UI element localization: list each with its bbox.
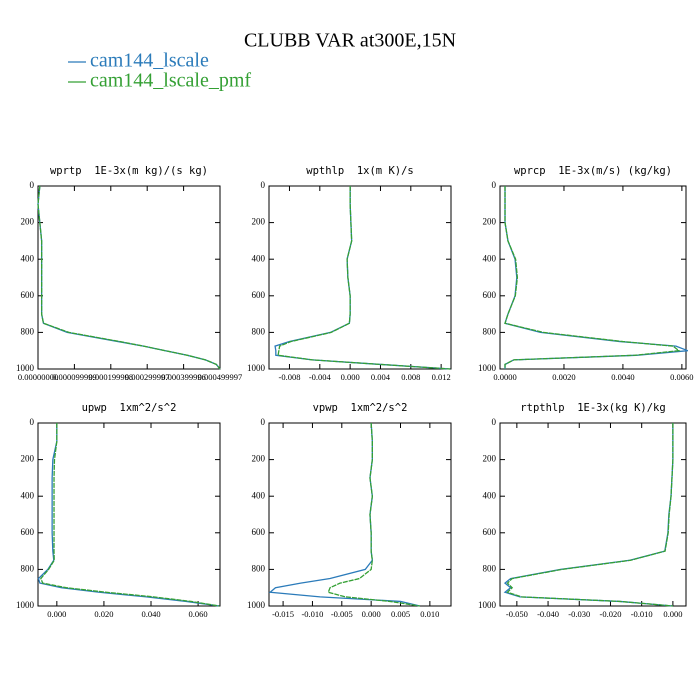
x-tick-label: 0.000299997 <box>125 372 170 382</box>
plot-frame <box>268 422 452 607</box>
chart-title: CLUBB VAR at300E,15N <box>244 30 456 52</box>
y-tick-label: 400 <box>252 253 266 263</box>
x-tick-label: 0.060 <box>189 609 208 619</box>
panel-title: wprcp 1E-3x(m/s) (kg/kg) <box>514 165 672 177</box>
y-tick-label: 400 <box>483 253 497 263</box>
y-tick-label: 800 <box>252 563 266 573</box>
x-tick-label: 0.000399996 <box>161 372 206 382</box>
plot-frame <box>499 422 687 607</box>
series-line <box>277 186 451 370</box>
y-tick-label: 1000 <box>247 363 266 373</box>
x-tick-label: -0.010 <box>301 609 323 619</box>
x-tick-label: 0.000499997 <box>198 372 243 382</box>
panel-title: upwp 1xm^2/s^2 <box>82 402 177 414</box>
x-tick-label: -0.010 <box>631 609 653 619</box>
x-tick-label: 0.000199998 <box>88 372 133 382</box>
y-tick-label: 1000 <box>16 363 35 373</box>
series-line <box>504 186 681 369</box>
x-tick-label: 0.00000000 <box>18 372 58 382</box>
series-line <box>37 423 220 607</box>
y-tick-label: 400 <box>21 490 35 500</box>
y-tick-label: 400 <box>252 490 266 500</box>
y-tick-label: 0 <box>30 180 35 190</box>
x-tick-label: -0.004 <box>309 372 332 382</box>
y-tick-label: 1000 <box>247 600 266 610</box>
x-tick-label: -0.015 <box>272 609 294 619</box>
legend-label: cam144_lscale <box>90 50 209 72</box>
panel-title: wprtp 1E-3x(m kg)/(s kg) <box>50 165 208 177</box>
plot-frame <box>499 185 687 370</box>
series-line <box>506 423 674 607</box>
x-tick-label: 0.0020 <box>552 372 575 382</box>
x-tick-label: -0.050 <box>506 609 528 619</box>
y-tick-label: 200 <box>21 454 35 464</box>
y-tick-label: 600 <box>21 290 35 300</box>
y-tick-label: 200 <box>483 454 497 464</box>
y-tick-label: 0 <box>492 180 497 190</box>
plot-frame <box>268 185 452 370</box>
y-tick-label: 800 <box>21 326 35 336</box>
y-tick-label: 400 <box>21 253 35 263</box>
x-tick-label: 0.012 <box>432 372 451 382</box>
y-tick-label: 0 <box>261 180 266 190</box>
y-tick-label: 600 <box>252 527 266 537</box>
x-tick-label: 0.0000 <box>493 372 516 382</box>
x-tick-label: 0.000 <box>47 609 66 619</box>
x-tick-label: 0.000 <box>341 372 360 382</box>
legend-label: cam144_lscale_pmf <box>90 70 251 92</box>
y-tick-label: 0 <box>492 417 497 427</box>
y-tick-label: 200 <box>252 217 266 227</box>
x-tick-label: -0.040 <box>537 609 559 619</box>
x-tick-label: 0.000 <box>663 609 682 619</box>
y-tick-label: 600 <box>21 527 35 537</box>
x-tick-label: 0.040 <box>141 609 160 619</box>
x-tick-label: 0.020 <box>94 609 113 619</box>
y-tick-label: 1000 <box>16 600 35 610</box>
panel-title: vpwp 1xm^2/s^2 <box>313 402 408 414</box>
x-tick-label: -0.005 <box>331 609 353 619</box>
x-tick-label: -0.020 <box>599 609 621 619</box>
panel-title: wpthlp 1x(m K)/s <box>306 165 413 177</box>
y-tick-label: 800 <box>483 326 497 336</box>
x-tick-label: 0.000099999 <box>52 372 97 382</box>
x-tick-label: 0.004 <box>371 372 391 382</box>
x-tick-label: -0.030 <box>568 609 590 619</box>
y-tick-label: 200 <box>21 217 35 227</box>
panel-title: rtpthlp 1E-3x(kg K)/kg <box>520 402 665 414</box>
x-tick-label: 0.010 <box>420 609 439 619</box>
y-tick-label: 800 <box>252 326 266 336</box>
series-line <box>37 185 221 370</box>
y-tick-label: 800 <box>21 563 35 573</box>
series-line <box>327 422 420 607</box>
x-tick-label: 0.0060 <box>670 372 693 382</box>
y-tick-label: 1000 <box>478 363 497 373</box>
y-tick-label: 800 <box>483 563 497 573</box>
x-tick-label: -0.008 <box>278 372 300 382</box>
plot-frame <box>37 185 221 370</box>
plot-frame <box>37 422 221 607</box>
y-tick-label: 0 <box>261 417 266 427</box>
x-tick-label: 0.005 <box>391 609 410 619</box>
x-tick-label: 0.0040 <box>611 372 634 382</box>
y-tick-label: 1000 <box>478 600 497 610</box>
x-tick-label: 0.000 <box>362 609 381 619</box>
y-tick-label: 200 <box>252 454 266 464</box>
y-tick-label: 600 <box>252 290 266 300</box>
x-tick-label: 0.008 <box>401 372 420 382</box>
y-tick-label: 400 <box>483 490 497 500</box>
y-tick-label: 600 <box>483 527 497 537</box>
y-tick-label: 0 <box>30 417 35 427</box>
series-line <box>40 423 220 607</box>
y-tick-label: 600 <box>483 290 497 300</box>
y-tick-label: 200 <box>483 217 497 227</box>
